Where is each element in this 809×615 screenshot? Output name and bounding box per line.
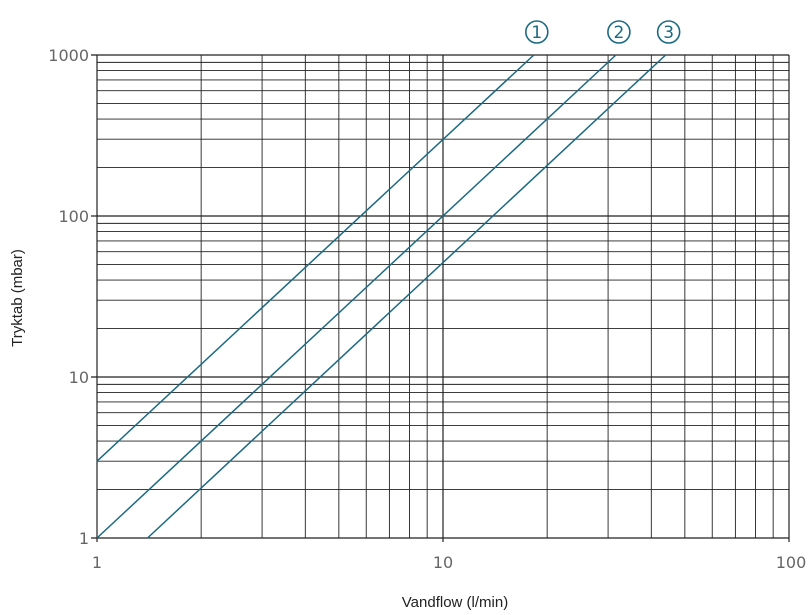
series-marker-label-1: 1	[531, 23, 542, 43]
series-marker-label-2: 2	[613, 23, 624, 43]
x-axis-label: Vandflow (l/min)	[402, 594, 508, 611]
series-line-3	[147, 54, 667, 539]
series-marker-circle-3	[656, 20, 681, 44]
series-marker-circle-2	[607, 20, 631, 44]
y-tick-label: 10	[69, 368, 89, 387]
series-marker-label-3: 3	[663, 23, 674, 43]
series-markers: 1 2 3	[525, 20, 681, 44]
tick-labels: 1 10 100 1 10 100 1000	[48, 46, 806, 572]
series-line-1	[96, 54, 535, 462]
y-tick-label: 1	[79, 529, 89, 548]
x-tick-label: 10	[433, 553, 453, 572]
y-tick-label: 1000	[48, 46, 89, 65]
x-tick-label: 1	[92, 553, 102, 572]
y-tick-label: 100	[58, 207, 89, 226]
series-lines	[96, 54, 667, 539]
x-tick-label: 100	[776, 553, 807, 572]
y-axis-label: Tryktab (mbar)	[9, 249, 26, 347]
grid	[91, 54, 790, 542]
series-marker-circle-1	[525, 20, 549, 44]
series-line-2	[96, 54, 617, 539]
